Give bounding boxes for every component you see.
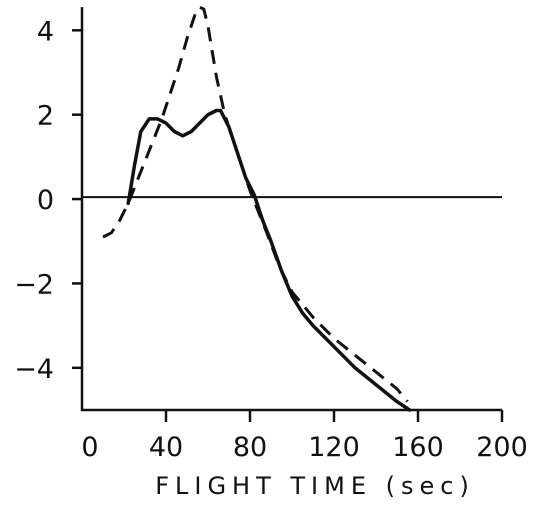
x-tick-label: 160 (392, 432, 444, 463)
x-tick-label: 120 (308, 432, 360, 463)
y-tick-label: 4 (37, 16, 54, 47)
y-tick-label: −4 (14, 354, 54, 385)
series-layer (102, 5, 412, 412)
ticks-layer (72, 29, 504, 422)
y-tick-label: 0 (37, 185, 54, 216)
tick-labels-layer: 4 2 0 −2 −4 0 40 80 120 160 200 (14, 16, 528, 463)
x-tick-label: 80 (233, 432, 267, 463)
x-tick-label: 40 (149, 432, 183, 463)
series-line-dashed (102, 5, 409, 403)
series-line-solid (126, 108, 412, 412)
x-tick-label: 0 (81, 432, 98, 463)
y-tick-label: −2 (14, 269, 54, 300)
x-axis-title: FLIGHT TIME (sec) (155, 472, 475, 500)
axes (80, 7, 502, 412)
y-tick-label: 2 (37, 101, 54, 132)
x-tick-label: 200 (476, 432, 528, 463)
